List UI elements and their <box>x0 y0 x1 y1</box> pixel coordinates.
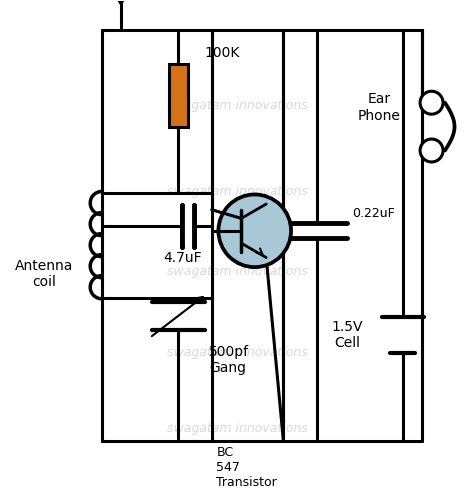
Text: swagatam innovations: swagatam innovations <box>167 99 308 112</box>
Circle shape <box>219 194 291 267</box>
Bar <box>169 64 188 126</box>
Text: swagatam innovations: swagatam innovations <box>167 346 308 359</box>
Text: 500pf
Gang: 500pf Gang <box>209 345 249 375</box>
Circle shape <box>420 91 443 114</box>
Text: 4.7uF: 4.7uF <box>164 251 202 265</box>
Text: 1.5V
Cell: 1.5V Cell <box>332 320 363 350</box>
Text: 0.22uF: 0.22uF <box>352 207 395 220</box>
Text: Ear
Phone: Ear Phone <box>357 92 401 123</box>
Text: Antenna
coil: Antenna coil <box>15 259 73 289</box>
Text: 100K: 100K <box>204 46 239 60</box>
Circle shape <box>420 139 443 162</box>
Text: swagatam innovations: swagatam innovations <box>167 185 308 197</box>
Text: swagatam innovations: swagatam innovations <box>167 422 308 434</box>
Bar <box>182 205 193 247</box>
Text: swagatam innovations: swagatam innovations <box>167 265 308 278</box>
Text: BC
547
Transistor: BC 547 Transistor <box>217 446 277 489</box>
